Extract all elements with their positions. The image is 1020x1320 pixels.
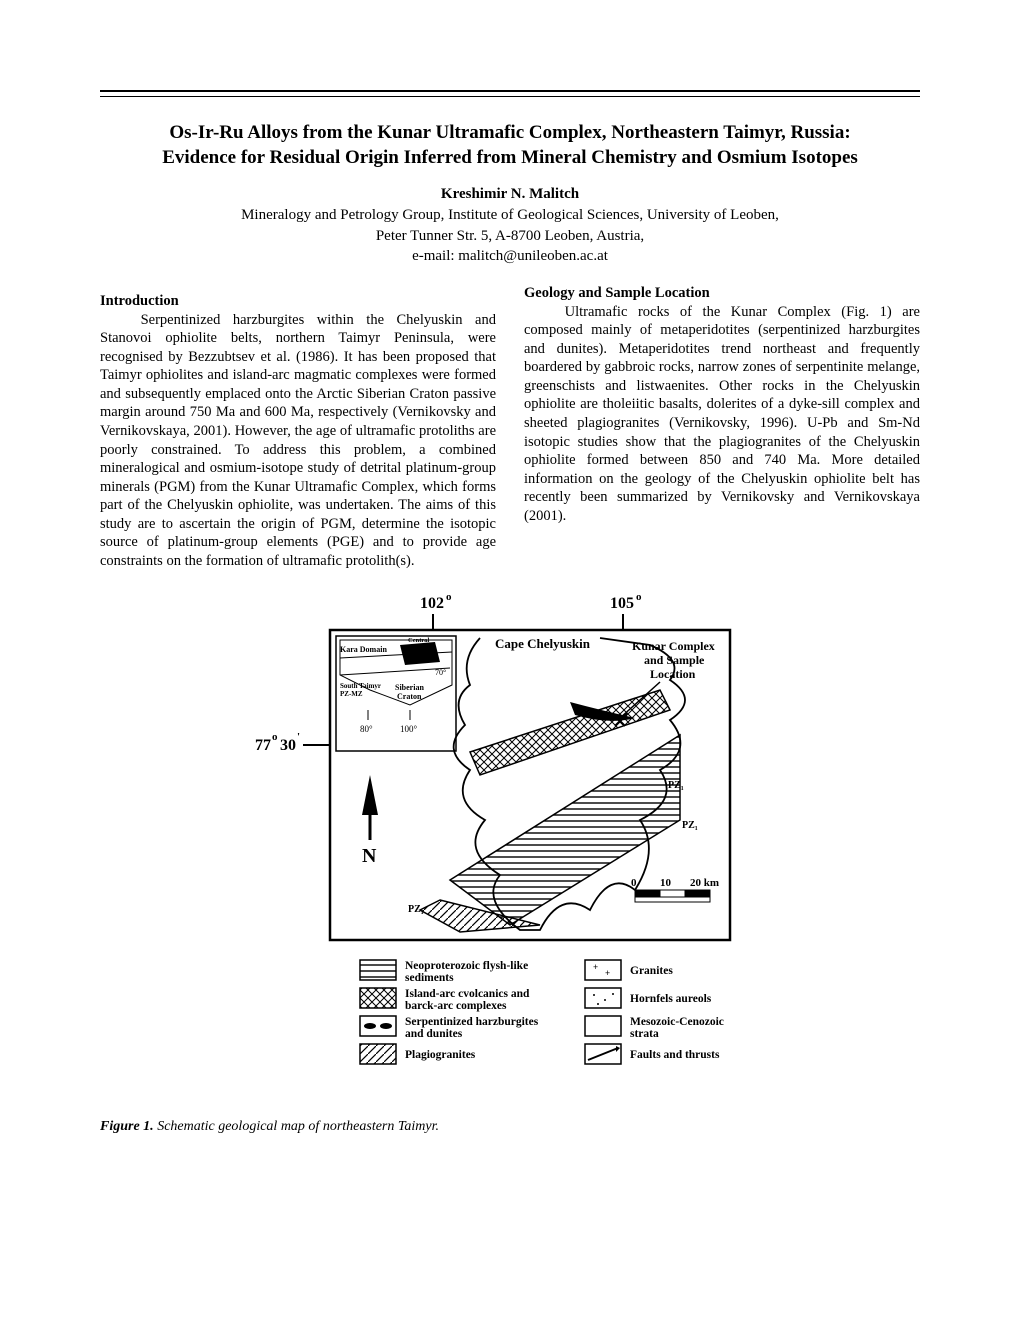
introduction-paragraph: Serpentinized harzburgites within the Ch…: [100, 311, 496, 571]
svg-text:0: 0: [631, 877, 637, 889]
legend-4: Granites: [630, 965, 673, 977]
lat-77-30-label: 77: [255, 737, 271, 754]
legend-0b: sediments: [405, 972, 454, 984]
inset-70: 70°: [435, 668, 446, 677]
affiliation-line-2: Peter Tunner Str. 5, A-8700 Leoben, Aust…: [376, 228, 644, 244]
legend-2a: Serpentinized harzburgites: [405, 1016, 539, 1028]
svg-text:+: +: [593, 962, 598, 972]
legend-2b: and dunites: [405, 1028, 463, 1040]
legend-1b: barck-arc complexes: [405, 1000, 507, 1012]
legend-7: Faults and thrusts: [630, 1049, 720, 1061]
figure-1-caption: Figure 1. Schematic geological map of no…: [100, 1119, 920, 1135]
title-line-1: Os-Ir-Ru Alloys from the Kunar Ultramafi…: [169, 122, 850, 143]
lon-102-deg: o: [446, 591, 452, 603]
legend: Neoproterozoic flysh-like sediments Isla…: [360, 960, 724, 1064]
header-rule: [100, 90, 920, 97]
geology-paragraph: Ultramafic rocks of the Kunar Complex (F…: [524, 303, 920, 526]
lon-102-label: 102: [420, 595, 444, 612]
pz1-b: PZ₁: [682, 820, 698, 831]
body-columns: Introduction Serpentinized harzburgites …: [100, 284, 920, 570]
figure-1: 102 o 105 o 77 o 30 ' Kara Domain Centra…: [100, 590, 920, 1105]
lat-min: ': [297, 731, 300, 743]
inset-south-1: South Taimyr: [340, 682, 381, 690]
legend-3: Plagiogranites: [405, 1049, 476, 1061]
legend-0a: Neoproterozoic flysh-like: [405, 960, 528, 972]
legend-1a: Island-arc cvolcanics and: [405, 988, 530, 1000]
legend-6b: strata: [630, 1028, 659, 1040]
svg-text:10: 10: [660, 877, 672, 889]
affiliation-line-1: Mineralogy and Petrology Group, Institut…: [241, 207, 779, 223]
affiliation-line-3: e-mail: malitch@unileoben.ac.at: [412, 248, 608, 264]
legend-6a: Mesozoic-Cenozoic: [630, 1016, 724, 1028]
lat-deg: o: [272, 731, 278, 743]
svg-text:+: +: [605, 968, 610, 978]
paper-title: Os-Ir-Ru Alloys from the Kunar Ultramafi…: [120, 121, 900, 170]
title-line-2: Evidence for Residual Origin Inferred fr…: [162, 147, 858, 168]
inset-80: 80°: [360, 724, 373, 734]
author-name: Kreshimir N. Malitch: [100, 186, 920, 203]
svg-text:20 km: 20 km: [690, 877, 719, 889]
north-label: N: [362, 845, 377, 867]
pz1-a: PZ₁: [668, 780, 684, 791]
cape-chelyuskin-label: Cape Chelyuskin: [495, 636, 591, 651]
caption-label: Figure 1.: [100, 1119, 154, 1134]
pz1-c: PZ₁: [408, 904, 424, 915]
inset-central-1: Central: [408, 637, 429, 644]
inset-central-2: Taimyr: [408, 644, 428, 651]
inset-100: 100°: [400, 724, 418, 734]
inset-kara: Kara Domain: [340, 645, 387, 654]
lon-105-label: 105: [610, 595, 634, 612]
caption-text: Schematic geological map of northeastern…: [154, 1119, 439, 1134]
inset-sib-2: Craton: [397, 692, 422, 701]
legend-5: Hornfels aureols: [630, 993, 712, 1005]
svg-text:Kunar Complex: Kunar Complex: [632, 639, 715, 653]
author-affiliation: Mineralogy and Petrology Group, Institut…: [100, 205, 920, 266]
geology-heading: Geology and Sample Location: [524, 284, 920, 303]
inset-south-2: PZ-MZ: [340, 690, 363, 698]
lon-105-deg: o: [636, 591, 642, 603]
inset-sib-1: Siberian: [395, 683, 424, 692]
figure-1-svg: 102 o 105 o 77 o 30 ' Kara Domain Centra…: [240, 590, 780, 1100]
introduction-heading: Introduction: [100, 292, 496, 311]
lat-min-label: 30: [280, 737, 296, 754]
